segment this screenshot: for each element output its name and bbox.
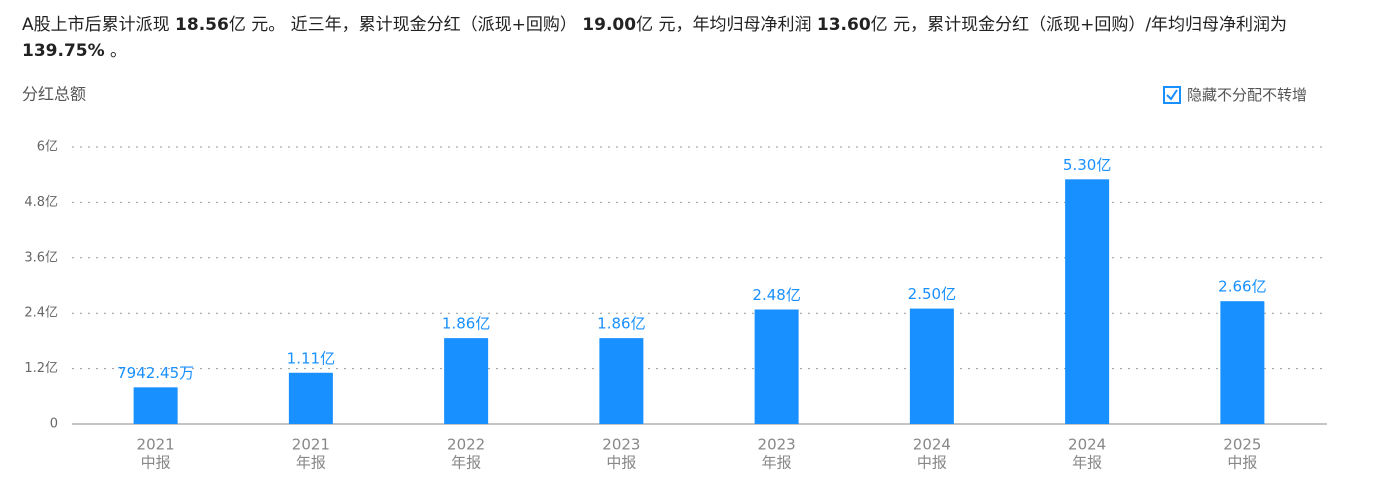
value-label: 2.50亿 <box>908 285 956 303</box>
x-tick-label: 中报 <box>606 454 636 472</box>
summary-figure: 18.56 <box>175 15 229 35</box>
x-tick-label: 2021 <box>292 436 330 454</box>
summary-text: A股上市后累计派现 <box>22 15 176 35</box>
bar <box>754 309 799 424</box>
value-label: 1.86亿 <box>442 315 490 333</box>
summary-figure: 13.60 <box>816 15 871 35</box>
y-tick-label: 4.8亿 <box>24 195 58 210</box>
x-tick-label: 2025 <box>1223 436 1261 454</box>
x-tick-label: 年报 <box>762 454 792 472</box>
summary: A股上市后累计派现 18.56亿 元。 近三年，累计现金分红（派现+回购） 19… <box>22 12 1362 64</box>
value-label: 2.66亿 <box>1218 278 1266 296</box>
check-mark <box>1166 88 1178 101</box>
summary-text: 亿 元。 近三年，累计现金分红（派现+回购） <box>228 15 583 35</box>
checkbox-label: 隐藏不分配不转增 <box>1187 86 1308 104</box>
x-tick-label: 2024 <box>1068 436 1106 454</box>
checkbox[interactable] <box>1163 85 1181 104</box>
value-label: 7942.45万 <box>117 364 194 382</box>
x-tick-label: 年报 <box>1072 454 1102 472</box>
x-tick-label: 中报 <box>141 454 171 472</box>
y-tick-label: 2.4亿 <box>24 306 58 321</box>
value-label: 1.86亿 <box>597 315 645 333</box>
bar <box>288 372 333 424</box>
x-tick-label: 中报 <box>1227 454 1257 472</box>
bar <box>909 308 954 424</box>
x-tick-label: 年报 <box>296 454 326 472</box>
x-tick-label: 2023 <box>758 436 796 454</box>
hide-option[interactable]: 隐藏不分配不转增 <box>1163 84 1307 105</box>
x-tick-label: 2022 <box>447 436 485 454</box>
x-tick-label: 2021 <box>137 436 175 454</box>
y-tick-label: 1.2亿 <box>24 361 58 376</box>
value-label: 5.30亿 <box>1063 156 1111 174</box>
y-tick-label: 6亿 <box>37 140 58 155</box>
value-label: 2.48亿 <box>752 286 800 304</box>
summary-figure: 139.75% <box>22 41 105 61</box>
bar <box>444 338 489 424</box>
y-tick-label: 3.6亿 <box>24 250 58 265</box>
summary-text: 亿 元，累计现金分红（派现+回购）/年均归母净利润为 <box>870 15 1288 35</box>
summary-text: 亿 元，年均归母净利润 <box>636 15 817 35</box>
x-tick-label: 2024 <box>913 436 951 454</box>
bar <box>133 387 178 424</box>
chart-title: 分红总额 <box>22 85 86 104</box>
bar <box>1220 301 1265 424</box>
x-tick-label: 中报 <box>917 454 947 472</box>
summary-figure: 19.00 <box>582 15 637 35</box>
bar <box>599 338 644 424</box>
bar <box>1065 179 1110 424</box>
value-label: 1.11亿 <box>287 349 335 367</box>
summary-text: 。 <box>104 41 128 61</box>
x-tick-label: 年报 <box>451 454 481 472</box>
y-tick-label: 0 <box>50 417 58 432</box>
x-tick-label: 2023 <box>602 436 640 454</box>
